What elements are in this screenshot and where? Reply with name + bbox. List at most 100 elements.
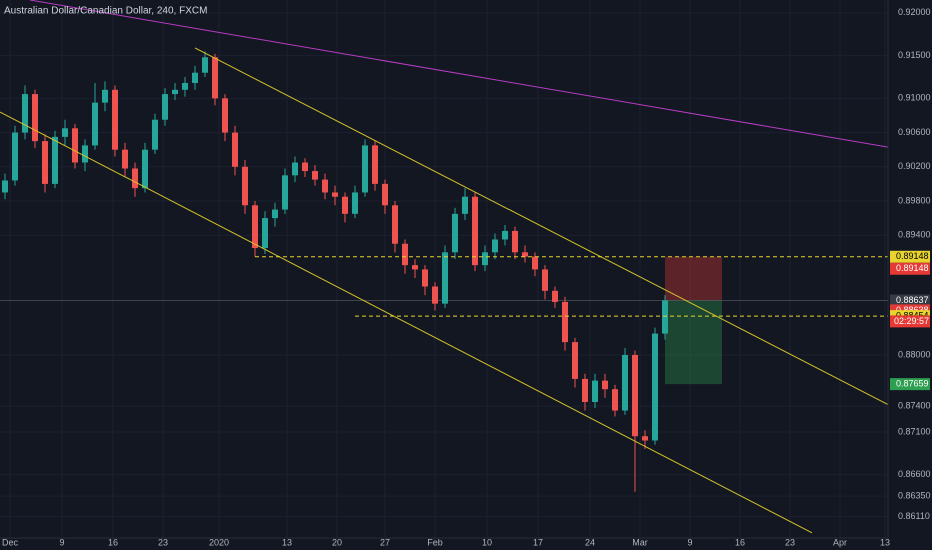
candle-body [562,301,568,343]
candle-body [162,94,168,120]
candle-body [542,269,548,291]
x-tick-label: 23 [785,537,795,547]
x-tick-label: 13 [282,537,292,547]
candle-body [472,196,478,266]
candle-body [212,57,218,99]
candle-body [292,162,298,176]
candle-body [142,149,148,189]
candle-body [202,57,208,73]
price-label: 0.88638 [896,305,929,315]
x-tick-label: Feb [427,537,443,547]
x-tick-label: 9 [59,537,64,547]
candle-body [432,286,438,304]
candle-body [552,290,558,302]
x-tick-label: 27 [380,537,390,547]
candle-body [222,98,228,133]
x-tick-label: 9 [687,537,692,547]
candle-body [192,72,198,83]
candle-body [282,175,288,210]
candle-body [52,136,58,184]
candle-body [512,230,518,253]
candle-body [362,145,368,193]
candle-body [582,378,588,403]
candle-body [112,89,118,150]
stop-zone [665,256,722,301]
y-tick-label: 0.89400 [898,230,931,240]
candle-body [422,269,428,287]
y-tick-label: 0.90200 [898,161,931,171]
candle-body [572,342,578,379]
x-tick-label: Dec [2,537,19,547]
candle-body [232,132,238,167]
candle-body [82,145,88,163]
candle-body [242,166,248,206]
candle-body [612,389,618,411]
y-tick-label: 0.86350 [898,490,931,500]
x-tick-label: 17 [533,537,543,547]
candle-body [172,89,178,95]
x-tick-label: Mar [632,537,648,547]
countdown-box [890,315,930,328]
y-tick-label: 0.92000 [898,7,931,17]
candle-body [132,168,138,189]
candle-body [372,145,378,184]
candle-body [522,252,528,257]
candle-body [592,380,598,403]
candle-body [602,380,608,390]
candle-body [342,196,348,214]
candle-body [642,436,648,441]
candle-body [2,180,8,193]
y-tick-label: 0.86110 [898,511,930,521]
x-tick-label: 16 [735,537,745,547]
price-label-box [890,378,930,391]
target-zone [665,300,722,385]
y-tick-label: 0.87100 [898,426,931,436]
candle-body [622,354,628,411]
price-label: 0.89148 [896,263,929,273]
y-tick-label: 0.91500 [898,50,931,60]
price-label: 0.88637 [896,295,929,305]
candle-body [392,205,398,244]
candle-body [462,196,468,214]
price-label: 0.89148 [896,251,929,261]
candle-body [482,252,488,266]
candle-body [92,102,98,146]
candle-body [122,149,128,169]
candle-body [492,239,498,253]
candle-body [312,171,318,180]
candle-body [12,132,18,181]
x-tick-label: 2020 [209,537,229,547]
candle-body [662,300,668,334]
candle-body [252,205,258,249]
x-tick-label: 20 [332,537,342,547]
trend-line [194,47,889,406]
candle-body [42,141,48,184]
price-label-box [890,250,930,263]
candle-body [402,243,408,266]
trend-line [0,111,813,534]
x-tick-label: 13 [880,537,890,547]
chart-title: Australian Dollar/Canadian Dollar, 240, … [4,6,207,17]
candle-body [32,94,38,142]
candle-body [102,89,108,103]
trend-line [29,0,889,148]
y-tick-label: 0.89800 [898,195,931,205]
x-tick-label: 16 [108,537,118,547]
candle-body [382,183,388,206]
x-tick-label: 23 [158,537,168,547]
price-label-box [890,262,930,275]
candle-body [352,192,358,214]
y-tick-label: 0.88000 [898,349,931,359]
candle-body [412,265,418,270]
candle-body [262,218,268,249]
candle-body [302,162,308,172]
candle-body [72,128,78,163]
price-label-box [890,294,930,307]
candle-body [152,119,158,150]
candle-body [532,256,538,270]
candle-body [62,128,68,137]
y-tick-label: 0.86600 [898,469,931,479]
candle-body [442,252,448,304]
